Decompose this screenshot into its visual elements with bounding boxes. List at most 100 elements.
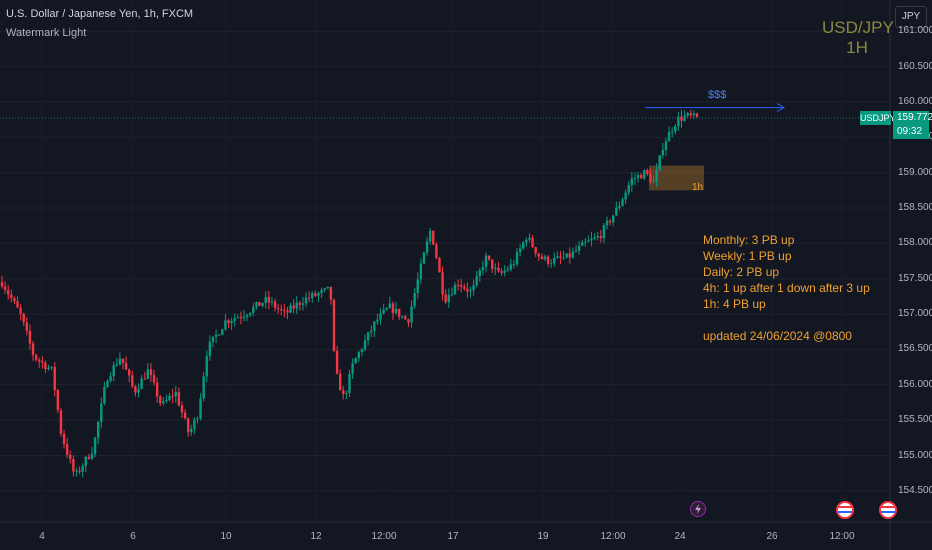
candle-body — [447, 295, 450, 303]
candle-body — [596, 236, 599, 238]
liquidity-arrow — [776, 103, 786, 113]
candle-body — [615, 207, 618, 216]
candle-body — [174, 392, 177, 397]
candle-body — [236, 317, 240, 319]
price-scale-label: 160.500 — [898, 60, 932, 72]
candle-body — [87, 456, 91, 459]
candle-body — [571, 251, 575, 258]
candle-body — [320, 289, 323, 294]
candle-body — [553, 257, 556, 264]
candle-body — [525, 239, 528, 243]
price-scale-label: 157.500 — [898, 272, 932, 284]
candle-body — [487, 255, 491, 260]
candle-body — [276, 307, 280, 309]
candle-body — [581, 242, 584, 246]
candle-body — [363, 340, 367, 350]
price-scale-label: 155.000 — [898, 449, 932, 461]
price-scale-label: 154.500 — [898, 484, 932, 496]
time-axis-label: 24 — [674, 531, 686, 542]
candle-body — [258, 301, 261, 306]
watermark-symbol: USD/JPY — [822, 18, 894, 37]
us-flag-event-icon[interactable] — [879, 501, 897, 519]
candle-body — [227, 320, 230, 324]
candle-body — [413, 293, 416, 307]
bar-countdown: 09:32 — [897, 126, 923, 138]
candle-body — [233, 318, 236, 321]
currency-button[interactable]: JPY — [895, 6, 927, 28]
candle-body — [190, 428, 193, 433]
price-scale-label: 157.000 — [898, 308, 932, 320]
candle-body — [140, 378, 143, 390]
candle-body — [379, 313, 382, 320]
candle-body — [410, 306, 413, 323]
candle-body — [450, 294, 454, 296]
note-line: Daily: 2 PB up — [703, 265, 780, 279]
time-axis-label: 17 — [447, 531, 459, 542]
candle-body — [636, 174, 640, 179]
candle-body — [81, 466, 84, 472]
us-flag-event-icon[interactable] — [836, 501, 854, 519]
candle-body — [463, 286, 466, 289]
candle-body — [146, 369, 150, 379]
candle-body — [245, 315, 249, 317]
lightning-event-icon[interactable] — [690, 501, 706, 517]
candle-body — [34, 354, 38, 360]
indicator-label[interactable]: Watermark Light — [6, 27, 87, 39]
time-axis-label: 12 — [310, 531, 322, 542]
price-scale-label: 160.000 — [898, 95, 932, 107]
candle-body — [295, 302, 298, 309]
candle-body — [186, 418, 190, 433]
candle-body — [47, 367, 50, 370]
candle-body — [252, 306, 255, 313]
candle-body — [7, 290, 10, 295]
candle-body — [267, 296, 271, 303]
candle-body — [131, 375, 134, 387]
candle-body — [329, 286, 333, 300]
candle-body — [270, 301, 274, 303]
candle-body — [0, 282, 4, 287]
time-axis-label: 19 — [537, 531, 549, 542]
candle-body — [292, 305, 295, 309]
candle-body — [373, 321, 376, 331]
candle-body — [630, 178, 634, 186]
candle-body — [559, 256, 562, 258]
candle-body — [534, 247, 537, 254]
liquidity-label[interactable]: $$$ — [708, 88, 727, 101]
candle-body — [593, 237, 596, 239]
candle-body — [674, 126, 677, 132]
watermark-interval: 1H — [846, 38, 868, 57]
candle-body — [522, 242, 525, 249]
zone-label[interactable]: 1h — [692, 182, 704, 193]
candle-body — [549, 263, 553, 265]
analysis-notes[interactable]: Monthly: 3 PB up Weekly: 1 PB up Daily: … — [703, 232, 870, 344]
candle-body — [211, 336, 215, 342]
candle-body — [466, 288, 469, 292]
candle-body — [90, 453, 94, 459]
candle-body — [19, 307, 22, 314]
candle-body — [605, 220, 609, 226]
candle-body — [512, 264, 516, 266]
candle-body — [584, 241, 587, 243]
time-axis-label: 12:00 — [600, 531, 626, 542]
candle-body — [441, 272, 444, 295]
candle-body — [280, 308, 283, 310]
candle-body — [239, 317, 243, 319]
candle-body — [84, 456, 87, 467]
candle-body — [298, 302, 302, 305]
candle-body — [273, 301, 277, 308]
candle-body — [168, 395, 171, 400]
candle-body — [221, 329, 224, 335]
candle-body — [503, 270, 506, 273]
candle-body — [208, 341, 212, 357]
candle-body — [456, 284, 460, 286]
candle-body — [307, 297, 311, 299]
candle-body — [612, 215, 615, 223]
candle-body — [692, 113, 696, 116]
candle-body — [31, 343, 35, 355]
candle-body — [518, 248, 522, 252]
candle-body — [494, 267, 497, 269]
candle-body — [664, 141, 668, 150]
candle-body — [397, 308, 401, 317]
